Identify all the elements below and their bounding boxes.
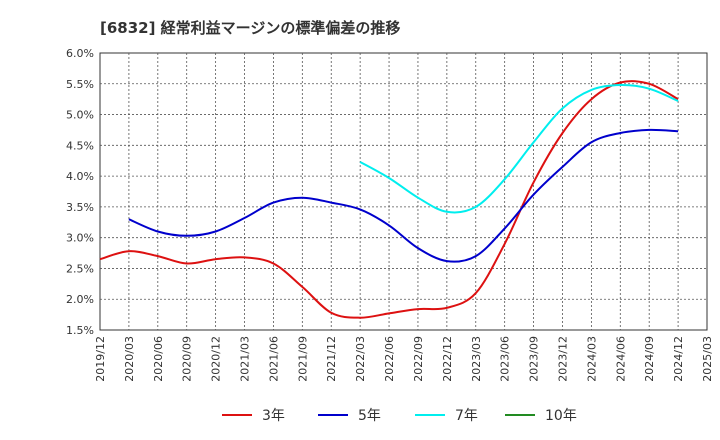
y-tick-label: 6.0% bbox=[66, 47, 94, 60]
x-tick-label: 2020/03 bbox=[123, 336, 136, 382]
x-tick-label: 2021/09 bbox=[296, 336, 309, 382]
x-tick-label: 2023/12 bbox=[556, 336, 569, 382]
x-tick-label: 2022/03 bbox=[354, 336, 367, 382]
x-axis-ticks: 2019/12 2020/03 2020/06 2020/09 2020/12 2021/… bbox=[94, 336, 714, 382]
y-tick-label: 2.0% bbox=[66, 293, 94, 306]
series-lines bbox=[99, 80, 679, 319]
series-line-0 bbox=[99, 80, 679, 319]
x-tick-label: 2024/06 bbox=[614, 336, 627, 382]
x-tick-label: 2024/09 bbox=[643, 336, 656, 382]
x-tick-label: 2020/06 bbox=[152, 336, 165, 382]
x-tick-label: 2021/12 bbox=[325, 336, 338, 382]
grid-lines bbox=[100, 53, 707, 330]
series-line-1 bbox=[128, 128, 679, 263]
plot-area bbox=[99, 52, 708, 331]
y-tick-label: 2.5% bbox=[66, 262, 94, 275]
legend-label-0: 3年 bbox=[262, 408, 285, 424]
y-tick-label: 3.5% bbox=[66, 201, 94, 214]
x-tick-label: 2024/03 bbox=[585, 336, 598, 382]
x-tick-label: 2022/06 bbox=[383, 336, 396, 382]
x-tick-label: 2023/06 bbox=[499, 336, 512, 382]
x-tick-label: 2021/03 bbox=[239, 336, 252, 382]
x-tick-label: 2019/12 bbox=[94, 336, 107, 382]
x-tick-label: 2023/09 bbox=[528, 336, 541, 382]
chart-title: [6832] 経常利益マージンの標準偏差の推移 bbox=[100, 19, 400, 37]
legend: 3年 5年 7年 10年 bbox=[222, 408, 577, 424]
y-tick-label: 4.5% bbox=[66, 139, 94, 152]
legend-label-3: 10年 bbox=[545, 408, 577, 424]
x-tick-label: 2020/12 bbox=[210, 336, 223, 382]
x-tick-label: 2022/12 bbox=[441, 336, 454, 382]
x-tick-label: 2024/12 bbox=[672, 336, 685, 382]
x-tick-label: 2023/03 bbox=[470, 336, 483, 382]
x-tick-label: 2025/03 bbox=[701, 336, 714, 382]
y-tick-label: 5.5% bbox=[66, 78, 94, 91]
y-axis-ticks: 1.5% 2.0% 2.5% 3.0% 3.5% 4.0% 4.5% 5.0% 5.5% 6.0% bbox=[66, 47, 94, 337]
y-tick-label: 1.5% bbox=[66, 324, 94, 337]
legend-label-1: 5年 bbox=[358, 408, 381, 424]
y-tick-label: 3.0% bbox=[66, 232, 94, 245]
y-tick-label: 4.0% bbox=[66, 170, 94, 183]
series-line-2 bbox=[359, 83, 679, 214]
y-tick-label: 5.0% bbox=[66, 109, 94, 122]
x-tick-label: 2021/06 bbox=[267, 336, 280, 382]
x-tick-label: 2020/09 bbox=[181, 336, 194, 382]
x-tick-label: 2022/09 bbox=[412, 336, 425, 382]
legend-label-2: 7年 bbox=[455, 408, 478, 424]
